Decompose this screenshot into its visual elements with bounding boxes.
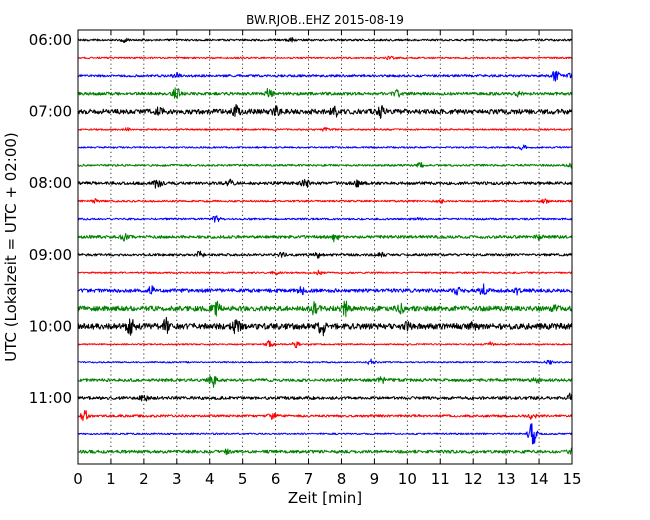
trace-0845 <box>77 232 573 243</box>
x-tick-label: 12 <box>464 470 483 488</box>
plot-frame <box>77 29 573 465</box>
trace-1100 <box>77 392 573 402</box>
trace-1045 <box>77 375 573 388</box>
trace-0615 <box>77 55 573 61</box>
trace-0600 <box>77 37 573 43</box>
trace-1115 <box>77 409 573 422</box>
x-axis-label: Zeit [min] <box>288 489 362 507</box>
trace-0945 <box>77 300 573 318</box>
trace-0800 <box>77 178 573 189</box>
x-tick-label: 15 <box>562 470 581 488</box>
y-tick-label: 09:00 <box>29 246 72 264</box>
y-tick-label: 08:00 <box>29 174 72 192</box>
x-tick-label: 9 <box>370 470 380 488</box>
trace-0730 <box>77 144 573 151</box>
trace-1000 <box>77 316 573 337</box>
trace-1030 <box>77 358 573 365</box>
trace-0715 <box>77 126 573 132</box>
x-tick-label: 8 <box>337 470 347 488</box>
grid <box>110 30 540 464</box>
x-tick-label: 13 <box>497 470 516 488</box>
x-tick-label: 5 <box>238 470 248 488</box>
trace-0645 <box>77 87 573 99</box>
x-axis: 0 1 2 3 4 5 6 7 8 9 10 11 12 13 14 15 <box>73 30 582 488</box>
chart-title: BW.RJOB..EHZ 2015-08-19 <box>246 13 404 27</box>
y-tick-label: 07:00 <box>29 103 72 121</box>
x-tick-label: 10 <box>398 470 417 488</box>
y-axis-label: UTC (Lokalzeit = UTC + 02:00) <box>2 132 20 362</box>
trace-0915 <box>77 269 573 276</box>
trace-0630 <box>77 70 573 82</box>
y-axis: 06:00 07:00 08:00 09:00 10:00 11:00 <box>29 31 572 407</box>
x-tick-label: 2 <box>139 470 149 488</box>
x-tick-label: 14 <box>530 470 549 488</box>
x-tick-label: 4 <box>205 470 215 488</box>
trace-1145 <box>77 447 573 456</box>
trace-0900 <box>77 250 573 259</box>
trace-0830 <box>77 215 573 223</box>
x-tick-label: 3 <box>172 470 182 488</box>
trace-0815 <box>77 198 573 204</box>
trace-0700 <box>77 103 573 119</box>
trace-0745 <box>77 162 573 169</box>
x-tick-label: 0 <box>73 470 83 488</box>
y-tick-label: 11:00 <box>29 389 72 407</box>
trace-1130 <box>77 423 573 445</box>
traces <box>77 37 573 456</box>
trace-0930 <box>77 283 573 296</box>
x-tick-label: 11 <box>431 470 450 488</box>
x-tick-label: 1 <box>106 470 116 488</box>
x-tick-label: 6 <box>271 470 281 488</box>
y-tick-label: 10:00 <box>29 317 72 335</box>
trace-1015 <box>77 340 573 349</box>
x-tick-label: 7 <box>304 470 314 488</box>
y-tick-label: 06:00 <box>29 31 72 49</box>
